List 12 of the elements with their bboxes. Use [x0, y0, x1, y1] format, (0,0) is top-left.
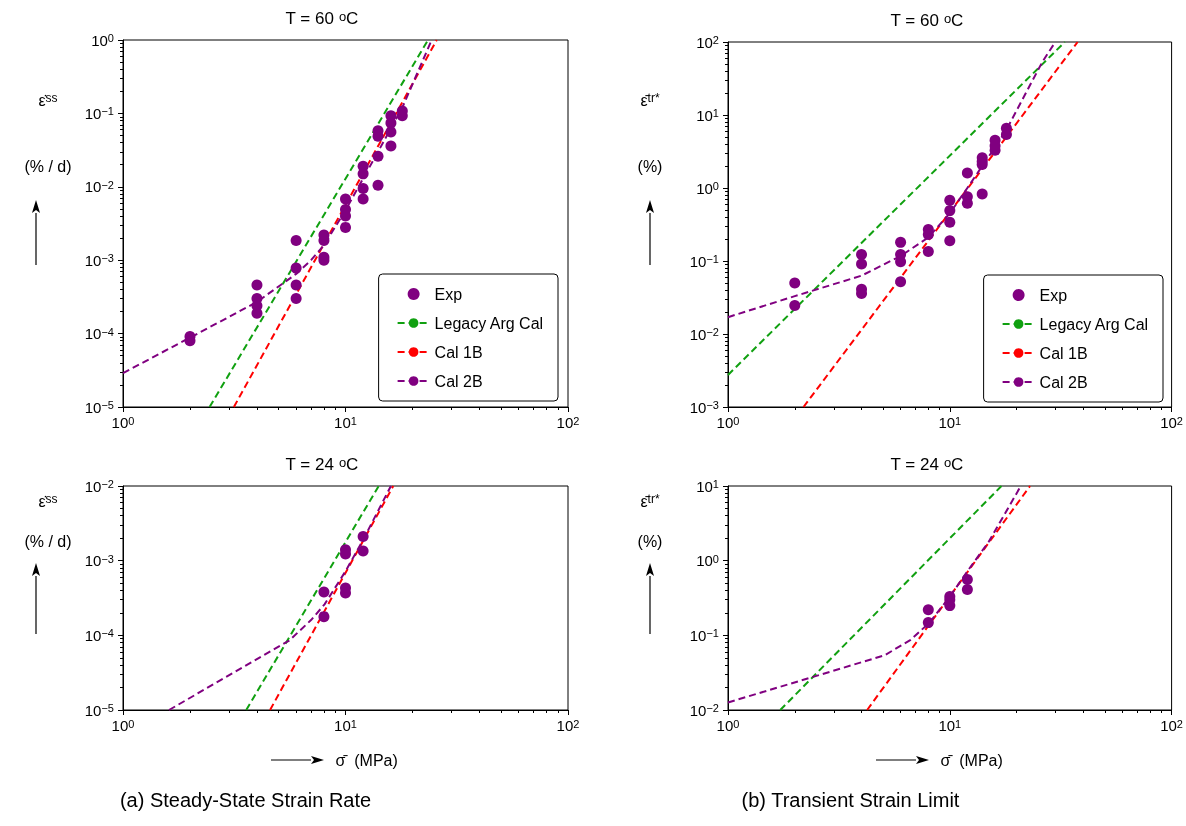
legend-label: Exp	[434, 285, 463, 303]
x-axis-title: σ̄ (MPa)	[940, 751, 1003, 769]
legend-label: Cal 2B	[1039, 373, 1088, 391]
legend-label: Cal 1B	[434, 343, 483, 361]
x-axis-title: σ̄ (MPa)	[335, 751, 398, 769]
legend-label: Cal 2B	[434, 372, 483, 390]
legend-label: Cal 1B	[1039, 344, 1088, 362]
legend-label: Legacy Arg Cal	[434, 314, 544, 332]
text: (a) Steady-State Strain Rate	[119, 789, 372, 811]
text: (b) Transient Strain Limit	[741, 789, 960, 811]
legend-label: Exp	[1039, 286, 1068, 304]
legend-label: Legacy Arg Cal	[1039, 315, 1149, 333]
